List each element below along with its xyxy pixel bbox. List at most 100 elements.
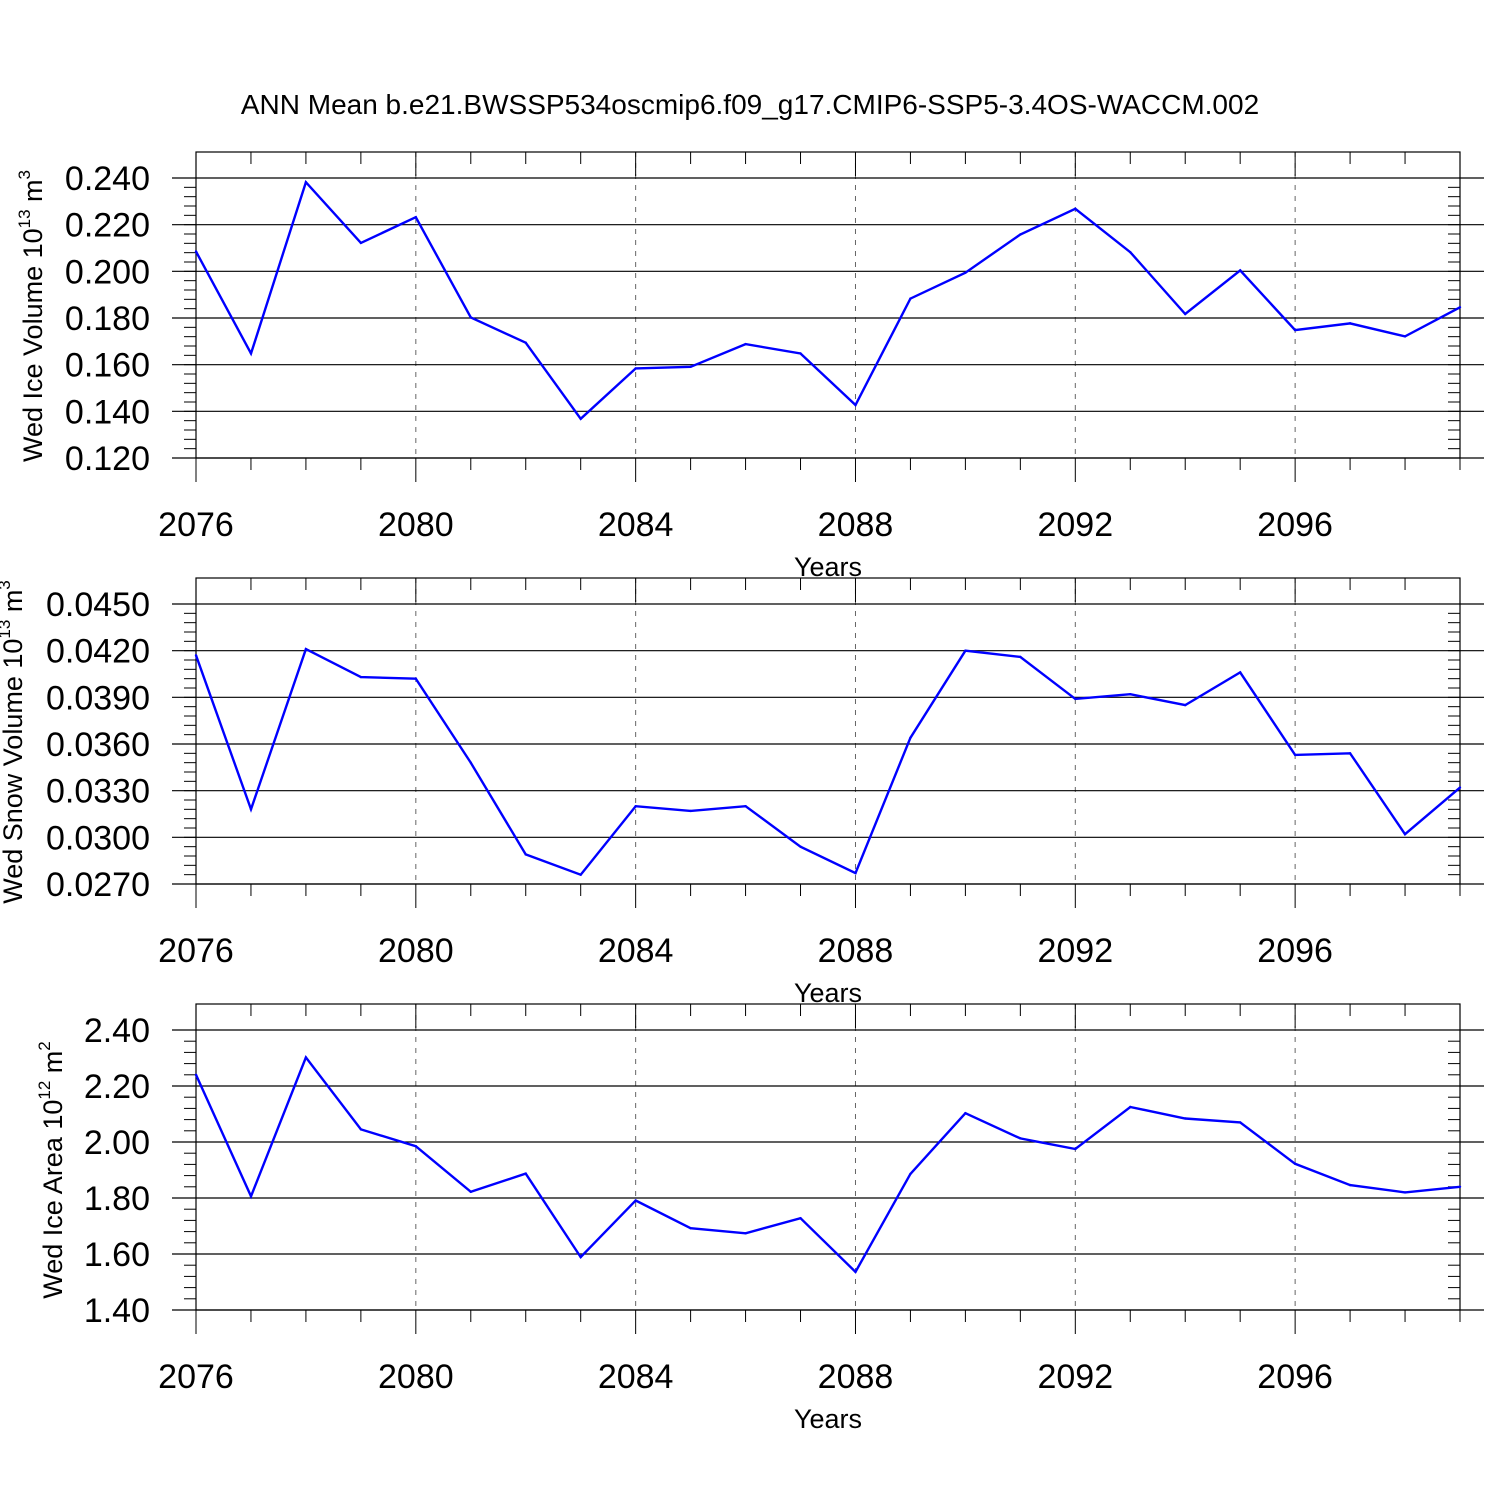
- data-point: [964, 271, 967, 274]
- y-tick-label: 0.0390: [46, 679, 150, 717]
- data-point: [469, 761, 472, 764]
- data-point: [689, 1227, 692, 1230]
- x-tick-label: 2096: [1257, 1358, 1333, 1396]
- data-point: [1184, 312, 1187, 316]
- figure-title: ANN Mean b.e21.BWSSP534oscmip6.f09_g17.C…: [241, 89, 1259, 120]
- data-point: [1293, 1162, 1297, 1166]
- y-tick-label: 1.60: [84, 1236, 150, 1274]
- y-tick-label: 0.120: [65, 440, 150, 478]
- x-tick-label: 2096: [1257, 506, 1333, 544]
- x-tick-label: 2092: [1037, 932, 1113, 970]
- data-point: [524, 853, 527, 856]
- x-tick-label: 2076: [158, 932, 234, 970]
- data-point: [469, 1190, 472, 1194]
- y-tick-label: 0.220: [65, 207, 150, 245]
- data-point: [964, 649, 967, 652]
- data-point: [1129, 1105, 1132, 1109]
- x-tick-label: 2084: [598, 932, 674, 970]
- data-point: [1403, 1191, 1407, 1194]
- data-point: [799, 1216, 802, 1220]
- y-tick-label: 0.0330: [46, 773, 150, 811]
- data-point: [249, 808, 253, 811]
- data-point: [1348, 752, 1352, 755]
- y-tick-label: 0.200: [65, 253, 150, 291]
- data-point: [909, 736, 912, 739]
- y-tick-label: 0.0270: [46, 866, 150, 904]
- x-tick-label: 2076: [158, 1358, 234, 1396]
- x-tick-label: 2080: [378, 506, 454, 544]
- y-tick-label: 1.40: [84, 1292, 150, 1330]
- data-point: [854, 1270, 857, 1274]
- y-axis-title: Wed Snow Volume 1013 m3: [0, 580, 28, 904]
- series-line: [194, 647, 1461, 877]
- x-tick-label: 2088: [818, 932, 894, 970]
- data-point: [304, 181, 308, 184]
- data-point: [304, 1056, 308, 1059]
- data-point: [689, 365, 692, 368]
- data-point: [524, 341, 527, 344]
- data-point: [249, 1195, 253, 1198]
- x-tick-label: 2092: [1037, 1358, 1113, 1396]
- data-point: [1129, 251, 1132, 254]
- data-point: [1019, 233, 1022, 236]
- data-point: [909, 1172, 912, 1176]
- data-point: [414, 1145, 418, 1148]
- x-tick-label: 2092: [1037, 506, 1113, 544]
- data-point: [1074, 697, 1077, 701]
- x-axis-title: Years: [794, 552, 862, 582]
- data-point: [194, 654, 198, 657]
- data-point: [359, 1128, 363, 1131]
- y-tick-label: 0.180: [65, 300, 150, 338]
- y-tick-label: 0.0450: [46, 586, 150, 624]
- data-point: [634, 1199, 637, 1202]
- data-point: [414, 677, 418, 680]
- data-point: [1019, 1137, 1022, 1140]
- data-point: [1184, 1117, 1187, 1120]
- data-point: [799, 352, 802, 355]
- x-tick-label: 2096: [1257, 932, 1333, 970]
- data-point: [579, 873, 582, 876]
- data-point: [1238, 1121, 1242, 1124]
- panel-3: 1.40 1.60 1.80 2.00 2.20 2.40 2076 2080 2084 2088…: [35, 1003, 1484, 1434]
- y-tick-label: 0.140: [65, 393, 150, 431]
- x-tick-label: 2080: [378, 932, 454, 970]
- series-line: [194, 179, 1461, 421]
- data-point: [524, 1172, 527, 1175]
- data-point: [1458, 786, 1462, 789]
- x-axis-title: Years: [794, 978, 862, 1008]
- data-point: [1238, 269, 1242, 272]
- x-tick-label: 2084: [598, 506, 674, 544]
- x-tick-label: 2088: [818, 1358, 894, 1396]
- data-point: [1293, 753, 1297, 757]
- data-point: [249, 352, 253, 355]
- y-tick-label: 2.20: [84, 1068, 150, 1106]
- y-axis-title: Wed Ice Area 1012 m2: [35, 1041, 68, 1299]
- data-point: [1348, 1183, 1352, 1187]
- data-point: [744, 1232, 747, 1235]
- panel-1: 0.120 0.140 0.160 0.180 0.200 0.220 0.240 2076 2…: [15, 151, 1484, 582]
- data-point: [579, 1255, 582, 1259]
- data-point: [854, 871, 857, 875]
- data-point: [1458, 306, 1462, 309]
- y-tick-label: 1.80: [84, 1180, 150, 1218]
- x-tick-label: 2088: [818, 506, 894, 544]
- data-point: [1238, 671, 1242, 674]
- data-point: [1074, 1147, 1077, 1151]
- plot-frame: [195, 577, 1461, 885]
- data-point: [469, 316, 472, 319]
- data-point: [194, 1073, 198, 1077]
- y-tick-label: 2.40: [84, 1012, 150, 1050]
- y-axis-title: Wed Ice Volume 1013 m3: [15, 170, 48, 462]
- x-tick-label: 2080: [378, 1358, 454, 1396]
- data-point: [964, 1111, 967, 1115]
- data-point: [744, 342, 747, 346]
- data-point: [634, 805, 637, 808]
- data-point: [799, 845, 802, 848]
- data-point: [414, 216, 418, 219]
- panel-2: 0.0270 0.0300 0.0330 0.0360 0.0390 0.0420 0.04…: [0, 577, 1484, 1008]
- x-tick-label: 2076: [158, 506, 234, 544]
- data-point: [1129, 693, 1132, 696]
- data-point: [1019, 655, 1022, 659]
- data-point: [579, 417, 582, 420]
- data-point: [744, 805, 747, 808]
